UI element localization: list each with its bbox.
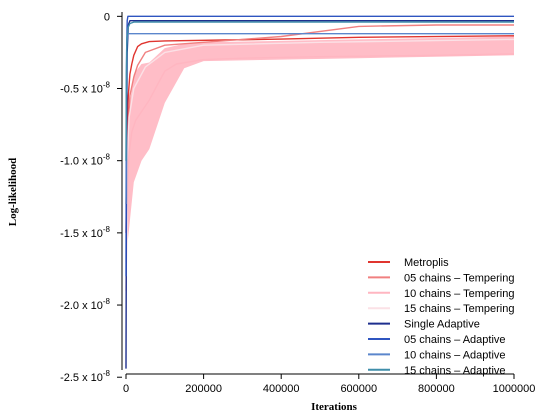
- legend-item-metroplis: Metroplis: [368, 257, 449, 269]
- x-tick-label: 1000000: [493, 383, 536, 395]
- series-layer: [125, 15, 515, 369]
- legend-label: 10 chains – Tempering: [404, 288, 514, 300]
- series-10-chains-tempering: [125, 53, 515, 291]
- tempering-band-layer: [127, 36, 515, 241]
- series-15-chains-adaptive: [125, 21, 514, 161]
- y-tick-label: -0.5 x 10-8: [60, 81, 110, 96]
- legend-label: 10 chains – Adaptive: [404, 349, 506, 361]
- legend-label: 15 chains – Adaptive: [404, 365, 506, 377]
- series-single-adaptive: [125, 20, 514, 369]
- x-axis-title: Iterations: [311, 401, 358, 413]
- series-05-chains-tempering: [125, 24, 514, 205]
- y-tick-label: -1.0 x 10-8: [60, 153, 110, 168]
- y-tick-label: -2.5 x 10-8: [60, 369, 110, 384]
- legend-item-05-chains-tempering: 05 chains – Tempering: [368, 272, 514, 284]
- series-15-chains-tempering: [125, 38, 515, 262]
- legend-label: Metroplis: [404, 257, 449, 269]
- legend-label: 15 chains – Tempering: [404, 303, 514, 315]
- x-tick-label: 200000: [185, 383, 222, 395]
- legend-item-10-chains-adaptive: 10 chains – Adaptive: [368, 349, 506, 361]
- legend-item-15-chains-adaptive: 15 chains – Adaptive: [368, 365, 506, 377]
- x-tick-label: 400000: [263, 383, 300, 395]
- band-10-chains-tempering: [127, 36, 515, 241]
- series-metroplis: [125, 35, 515, 233]
- x-tick-label: 0: [123, 383, 129, 395]
- legend: Metroplis 05 chains – Tempering 10 chains …: [368, 257, 514, 377]
- legend-item-10-chains-tempering: 10 chains – Tempering: [368, 288, 514, 300]
- x-tick-label: 800000: [418, 383, 455, 395]
- legend-item-05-chains-adaptive: 05 chains – Adaptive: [368, 334, 506, 346]
- legend-item-single-adaptive: Single Adaptive: [368, 319, 480, 331]
- y-axis-title: Log-likelihood: [7, 158, 19, 226]
- legend-label: 05 chains – Tempering: [404, 272, 514, 284]
- legend-label: Single Adaptive: [404, 319, 480, 331]
- legend-label: 05 chains – Adaptive: [404, 334, 506, 346]
- x-tick-label: 600000: [340, 383, 377, 395]
- y-tick-label: -1.5 x 10-8: [60, 225, 110, 240]
- y-tick-label: 0: [104, 11, 110, 23]
- y-tick-label: -2.0 x 10-8: [60, 297, 110, 312]
- axes-layer: 0 200000 400000 600000 800000 1000000 0 -0.5 x …: [60, 11, 535, 395]
- legend-item-15-chains-tempering: 15 chains – Tempering: [368, 303, 514, 315]
